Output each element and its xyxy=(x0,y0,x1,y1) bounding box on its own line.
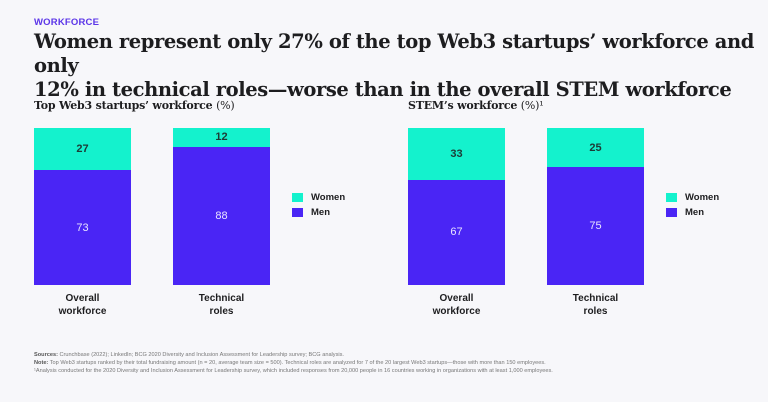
chart-unit: (%)¹ xyxy=(520,99,544,112)
page-title: Women represent only 27% of the top Web3… xyxy=(34,30,754,102)
category-label-line: roles xyxy=(209,306,234,317)
eyebrow-label: WORKFORCE xyxy=(34,17,100,28)
legend-item: Men xyxy=(666,205,719,220)
bar-segment-women: 25 xyxy=(547,128,644,168)
note: Note: Top Web3 startups ranked by their … xyxy=(34,359,553,367)
sources-note: Sources: Crunchbase (2022); LinkedIn; BC… xyxy=(34,351,553,359)
legend-label: Women xyxy=(685,192,720,203)
sources-label: Sources: xyxy=(34,352,58,358)
chart-title: STEM’s workforce (%)¹ xyxy=(408,99,544,112)
category-label-line: Technical xyxy=(572,293,619,304)
stacked-bar: 27 73 xyxy=(34,128,131,285)
category-label-line: roles xyxy=(583,306,608,317)
category-label-line: workforce xyxy=(432,306,481,317)
category-label-line: Overall xyxy=(439,293,474,304)
bar-segment-men: 88 xyxy=(173,146,270,285)
chart-title-text: STEM’s workforce xyxy=(408,99,518,112)
legend-item: Men xyxy=(292,205,345,220)
category-label: Overall workforce xyxy=(408,292,505,318)
category-label-line: Technical xyxy=(198,293,245,304)
legend-item: Women xyxy=(292,190,345,205)
sources-text: Crunchbase (2022); LinkedIn; BCG 2020 Di… xyxy=(57,352,344,358)
note-label: Note: xyxy=(34,360,49,366)
legend-item: Women xyxy=(666,190,719,205)
chart-title: Top Web3 startups’ workforce (%) xyxy=(34,99,235,112)
footnote-1: ¹Analysis conducted for the 2020 Diversi… xyxy=(34,368,553,374)
footnotes: Sources: Crunchbase (2022); LinkedIn; BC… xyxy=(34,351,553,375)
bar-segment-women: 12 xyxy=(173,128,270,147)
bar-segment-men: 67 xyxy=(408,179,505,285)
stacked-bar: 25 75 xyxy=(547,128,644,285)
category-label: Technical roles xyxy=(173,292,270,318)
category-label: Overall workforce xyxy=(34,292,131,318)
legend-swatch-women xyxy=(292,193,303,202)
bar-segment-men: 73 xyxy=(34,170,131,285)
legend: Women Men xyxy=(292,190,345,220)
category-label: Technical roles xyxy=(547,292,644,318)
legend-label: Men xyxy=(311,207,330,218)
legend-swatch-women xyxy=(666,193,677,202)
title-line-1: Women represent only 27% of the top Web3… xyxy=(34,30,754,77)
category-label-line: Overall xyxy=(65,293,100,304)
title-line-2: 12% in technical roles—worse than in the… xyxy=(34,78,732,101)
note-text: Top Web3 startups ranked by their total … xyxy=(48,360,546,366)
category-label-line: workforce xyxy=(58,306,107,317)
chart-title-text: Top Web3 startups’ workforce xyxy=(34,99,213,112)
stacked-bar: 12 88 xyxy=(173,128,270,285)
bar-segment-women: 27 xyxy=(34,128,131,171)
legend-swatch-men xyxy=(666,208,677,217)
legend: Women Men xyxy=(666,190,719,220)
legend-swatch-men xyxy=(292,208,303,217)
bar-segment-men: 75 xyxy=(547,167,644,285)
chart-unit: (%) xyxy=(216,99,235,112)
legend-label: Men xyxy=(685,207,704,218)
stacked-bar: 33 67 xyxy=(408,128,505,285)
legend-label: Women xyxy=(311,192,346,203)
bar-segment-women: 33 xyxy=(408,128,505,180)
